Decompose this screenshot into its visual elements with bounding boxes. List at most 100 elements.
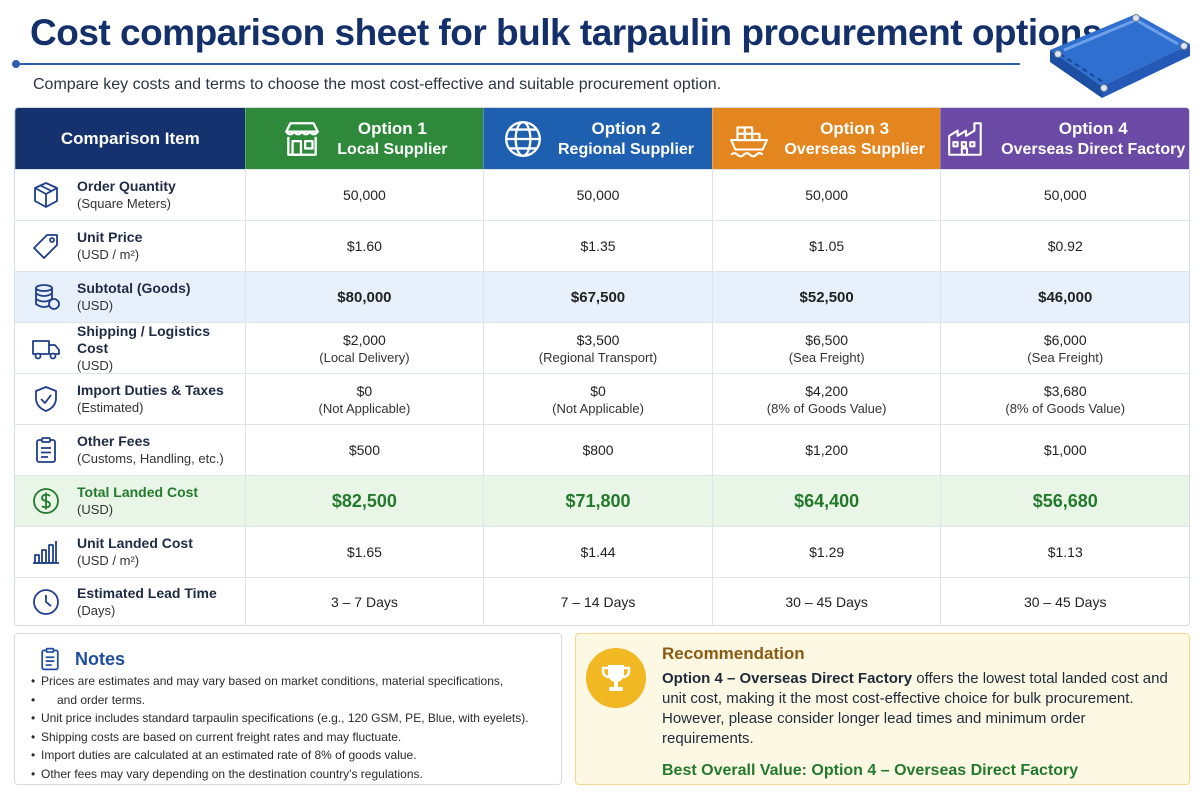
value-cell: $0 (Not Applicable)	[244, 374, 484, 424]
clock-icon	[33, 588, 59, 615]
notes-clipboard-icon	[41, 647, 59, 671]
value-cell: 30 – 45 Days	[940, 578, 1189, 625]
cell-value: 7 – 14 Days	[560, 593, 636, 610]
cell-value: $1.13	[1047, 544, 1083, 560]
row-unit: (Customs, Handling, etc.)	[77, 451, 224, 466]
value-cell: $1,200	[711, 425, 941, 475]
cell-note: (Not Applicable)	[318, 400, 411, 416]
cell-note: (Not Applicable)	[552, 400, 644, 416]
value-cell: $0.92	[940, 221, 1189, 271]
cell-value: $1.65	[346, 544, 382, 560]
cell-value: $64,400	[794, 490, 860, 511]
truck-icon	[32, 340, 60, 360]
value-cell: $1.29	[711, 527, 941, 577]
row-label: Import Duties & Taxes	[77, 382, 224, 398]
value-cell: 30 – 45 Days	[711, 578, 941, 625]
row-unit: (Estimated)	[77, 400, 144, 415]
option-2-name: Regional Supplier	[558, 140, 695, 158]
value-cell: $71,800	[483, 476, 712, 526]
row-label: Shipping / Logistics Cost	[77, 322, 210, 356]
row-label-cell: Estimated Lead Time (Days)	[15, 578, 245, 625]
value-cell: $1.35	[483, 221, 712, 271]
recommendation-body: offers the lowest total landed cost and …	[662, 670, 1168, 747]
cell-value: $0.92	[1047, 238, 1083, 254]
row-label: Order Quantity	[77, 178, 176, 194]
cell-value: $0	[356, 382, 373, 399]
cell-value: $6,000	[1043, 331, 1087, 348]
trophy-icon	[601, 665, 631, 691]
value-cell: $6,500 (Sea Freight)	[711, 323, 941, 373]
value-cell: 50,000	[940, 170, 1189, 220]
cell-value: $3,680	[1043, 382, 1087, 399]
value-cell: 50,000	[244, 170, 484, 220]
row-label: Unit Landed Cost	[77, 535, 193, 551]
cell-value: $71,800	[565, 490, 631, 511]
row-unit: (USD)	[77, 298, 114, 313]
cell-value: 50,000	[343, 187, 386, 203]
row-label-cell: Import Duties & Taxes (Estimated)	[15, 374, 245, 424]
option-1-name: Local Supplier	[337, 140, 448, 158]
shield-check-icon	[35, 386, 57, 412]
table-row: Import Duties & Taxes (Estimated) $0 (Not…	[15, 373, 1189, 424]
table-row: Unit Price (USD / m²) $1.60 $1.35 $1.05 …	[15, 220, 1189, 271]
cell-value: 3 – 7 Days	[330, 593, 398, 610]
cell-note: (8% of Goods Value)	[766, 400, 887, 416]
row-label-cell: Unit Price (USD / m²)	[15, 221, 245, 271]
cell-value: $6,500	[805, 331, 849, 348]
cell-value: $4,200	[805, 382, 849, 399]
row-label-cell: Total Landed Cost (USD)	[15, 476, 245, 526]
value-cell: $1.44	[483, 527, 712, 577]
dollar-circle-icon	[33, 488, 59, 514]
comparison-item-header: Comparison Item	[15, 108, 245, 169]
value-cell: $2,000 (Local Delivery)	[244, 323, 484, 373]
option-4-number: Option 4	[1058, 118, 1128, 138]
value-cell: $1,000	[940, 425, 1189, 475]
notes-list: Prices are estimates and may vary based …	[31, 672, 551, 783]
cell-value: $1,000	[1043, 442, 1087, 458]
row-label-cell: Order Quantity (Square Meters)	[15, 170, 245, 220]
page-subtitle: Compare key costs and terms to choose th…	[33, 76, 722, 93]
cell-value: $1.60	[346, 238, 382, 254]
cell-value: 50,000	[576, 187, 620, 203]
cell-value: $3,500	[576, 331, 620, 348]
cell-value: $52,500	[799, 288, 854, 306]
tarpaulin-icon	[1050, 14, 1190, 98]
cargo-ship-icon	[730, 125, 769, 157]
cell-value: 50,000	[1043, 187, 1087, 203]
value-cell: $1.05	[711, 221, 941, 271]
row-label: Estimated Lead Time	[77, 584, 217, 601]
price-tag-icon	[33, 234, 58, 259]
value-cell: $52,500	[711, 272, 941, 322]
cell-value: $80,000	[337, 288, 392, 306]
cell-value: $1.29	[809, 544, 845, 560]
row-unit: (Square Meters)	[77, 196, 171, 211]
title-divider	[12, 60, 1020, 68]
page-title: Cost comparison sheet for bulk tarpaulin…	[30, 12, 1102, 53]
option-1-header: Option 1 Local Supplier	[244, 108, 484, 169]
cell-value: $2,000	[343, 331, 386, 348]
note-item: Shipping costs are based on current frei…	[31, 728, 551, 747]
cell-value: 30 – 45 Days	[1023, 593, 1107, 610]
value-cell: $80,000	[244, 272, 484, 322]
option-2-header: Option 2 Regional Supplier	[483, 108, 712, 169]
row-unit: (USD / m²)	[77, 553, 140, 568]
globe-icon	[505, 120, 541, 157]
value-cell: 3 – 7 Days	[244, 578, 484, 625]
value-cell: $1.60	[244, 221, 484, 271]
value-cell: $500	[244, 425, 484, 475]
row-label-cell: Unit Landed Cost (USD / m²)	[15, 527, 245, 577]
storefront-icon	[285, 121, 320, 156]
note-item: Import duties are calculated at an estim…	[31, 746, 551, 765]
cell-value: $500	[348, 442, 380, 458]
cell-value: $56,680	[1032, 490, 1098, 511]
option-4-header: Option 4 Overseas Direct Factory	[940, 108, 1189, 169]
cell-value: $1.05	[809, 238, 845, 254]
cell-value: $82,500	[331, 490, 397, 511]
option-4-name: Overseas Direct Factory	[1001, 140, 1186, 158]
value-cell: $0 (Not Applicable)	[483, 374, 712, 424]
value-cell: $64,400	[711, 476, 941, 526]
cell-note: (Regional Transport)	[538, 349, 658, 365]
row-unit: (USD)	[77, 357, 114, 373]
row-label: Unit Price	[77, 229, 143, 245]
row-label-cell: Subtotal (Goods) (USD)	[15, 272, 245, 322]
